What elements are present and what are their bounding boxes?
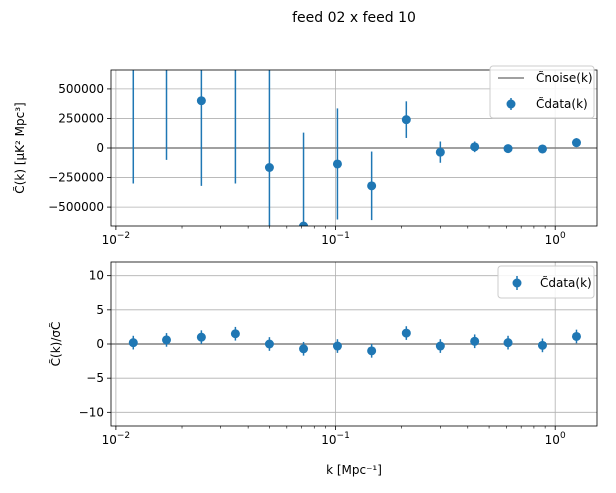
y-tick-label: 0 xyxy=(96,141,104,155)
top-panel: 10−2 10−1 100 5000002500000−250000−500000 … xyxy=(13,37,598,247)
data-point xyxy=(264,339,274,349)
y-tick-label: −10 xyxy=(79,405,104,419)
data-point xyxy=(367,181,377,191)
bottom-y-ticks: 10 5 0 −5 −10 xyxy=(79,269,111,419)
x-tick-label-base: 10 xyxy=(102,233,117,247)
data-point xyxy=(571,331,581,341)
x-tick-label-exp: 0 xyxy=(560,431,566,441)
data-point xyxy=(435,147,445,157)
x-axis-label: k [Mpc⁻¹] xyxy=(326,463,382,477)
y-tick-label: 5 xyxy=(96,303,104,317)
y-tick-label: 10 xyxy=(89,269,104,283)
bottom-data-marks xyxy=(128,326,581,358)
legend-data-label: C̃data(k) xyxy=(536,97,588,111)
top-legend: C̃noise(k) C̃data(k) xyxy=(489,65,595,119)
data-point xyxy=(571,138,581,148)
x-tick-label-base: 10 xyxy=(321,233,336,247)
top-y-axis-label-text: C̃(k) [μK² Mpc³] xyxy=(13,102,27,193)
data-point xyxy=(470,142,480,152)
legend-noise-label: C̃noise(k) xyxy=(536,71,593,85)
y-tick-label: 0 xyxy=(96,337,104,351)
data-point xyxy=(503,338,513,348)
x-tick-label: 100 xyxy=(545,231,566,247)
data-point xyxy=(503,144,513,154)
x-tick-label-base: 10 xyxy=(102,433,117,447)
data-point xyxy=(129,37,138,46)
x-tick-label-exp: −1 xyxy=(337,431,350,441)
bottom-legend: C̃data(k) xyxy=(497,265,595,299)
bottom-legend-box xyxy=(497,265,595,299)
data-point xyxy=(196,96,206,106)
bottom-x-ticks: 10−2 10−1 100 xyxy=(102,426,566,447)
data-point xyxy=(332,341,342,351)
y-tick-label: −250000 xyxy=(48,171,104,185)
x-tick-label-exp: −1 xyxy=(337,231,350,241)
data-point xyxy=(230,329,240,339)
y-tick-label: −5 xyxy=(86,371,104,385)
data-point xyxy=(299,221,309,226)
x-tick-label-base: 10 xyxy=(545,433,560,447)
x-tick-label-exp: −2 xyxy=(117,431,130,441)
x-axis-label-text: k [Mpc⁻¹] xyxy=(326,463,382,477)
data-point xyxy=(162,335,172,345)
bottom-y-axis-label-text: C̃(k)/σC̃ xyxy=(49,322,63,367)
x-tick-label: 10−1 xyxy=(321,231,350,247)
legend-data-swatch xyxy=(512,278,522,288)
x-tick-label: 10−1 xyxy=(321,431,350,447)
data-point xyxy=(537,144,547,154)
bottom-y-axis-label: C̃(k)/σC̃ xyxy=(49,322,63,367)
data-point xyxy=(367,346,377,356)
x-tick-label: 100 xyxy=(545,431,566,447)
data-point xyxy=(196,332,206,342)
data-point xyxy=(435,341,445,351)
x-tick-label: 10−2 xyxy=(102,231,131,247)
x-tick-label-exp: −2 xyxy=(117,231,130,241)
top-x-ticks: 10−2 10−1 100 xyxy=(102,226,566,247)
data-point xyxy=(264,163,274,172)
x-tick-label-base: 10 xyxy=(545,233,560,247)
data-point xyxy=(332,159,342,169)
data-point xyxy=(470,336,480,346)
figure-title: feed 02 x feed 10 xyxy=(292,10,416,26)
x-tick-label-exp: 0 xyxy=(560,231,566,241)
x-tick-label: 10−2 xyxy=(102,431,131,447)
y-tick-label: 500000 xyxy=(58,82,104,96)
data-point xyxy=(299,344,309,354)
legend-data-label: C̃data(k) xyxy=(540,276,592,290)
top-legend-box xyxy=(489,65,595,119)
y-tick-label: 250000 xyxy=(58,111,104,125)
data-point xyxy=(401,328,411,338)
data-point xyxy=(401,115,411,125)
top-data-marks xyxy=(129,37,581,226)
x-tick-label-base: 10 xyxy=(321,433,336,447)
data-point xyxy=(128,338,138,348)
legend-data-swatch xyxy=(506,99,516,109)
top-y-ticks: 500000 250000 0 −250000 −500000 xyxy=(48,82,111,214)
y-tick-label: −500000 xyxy=(48,200,104,214)
top-y-axis-label: C̃(k) [μK² Mpc³] xyxy=(13,102,27,193)
data-point xyxy=(537,340,547,350)
